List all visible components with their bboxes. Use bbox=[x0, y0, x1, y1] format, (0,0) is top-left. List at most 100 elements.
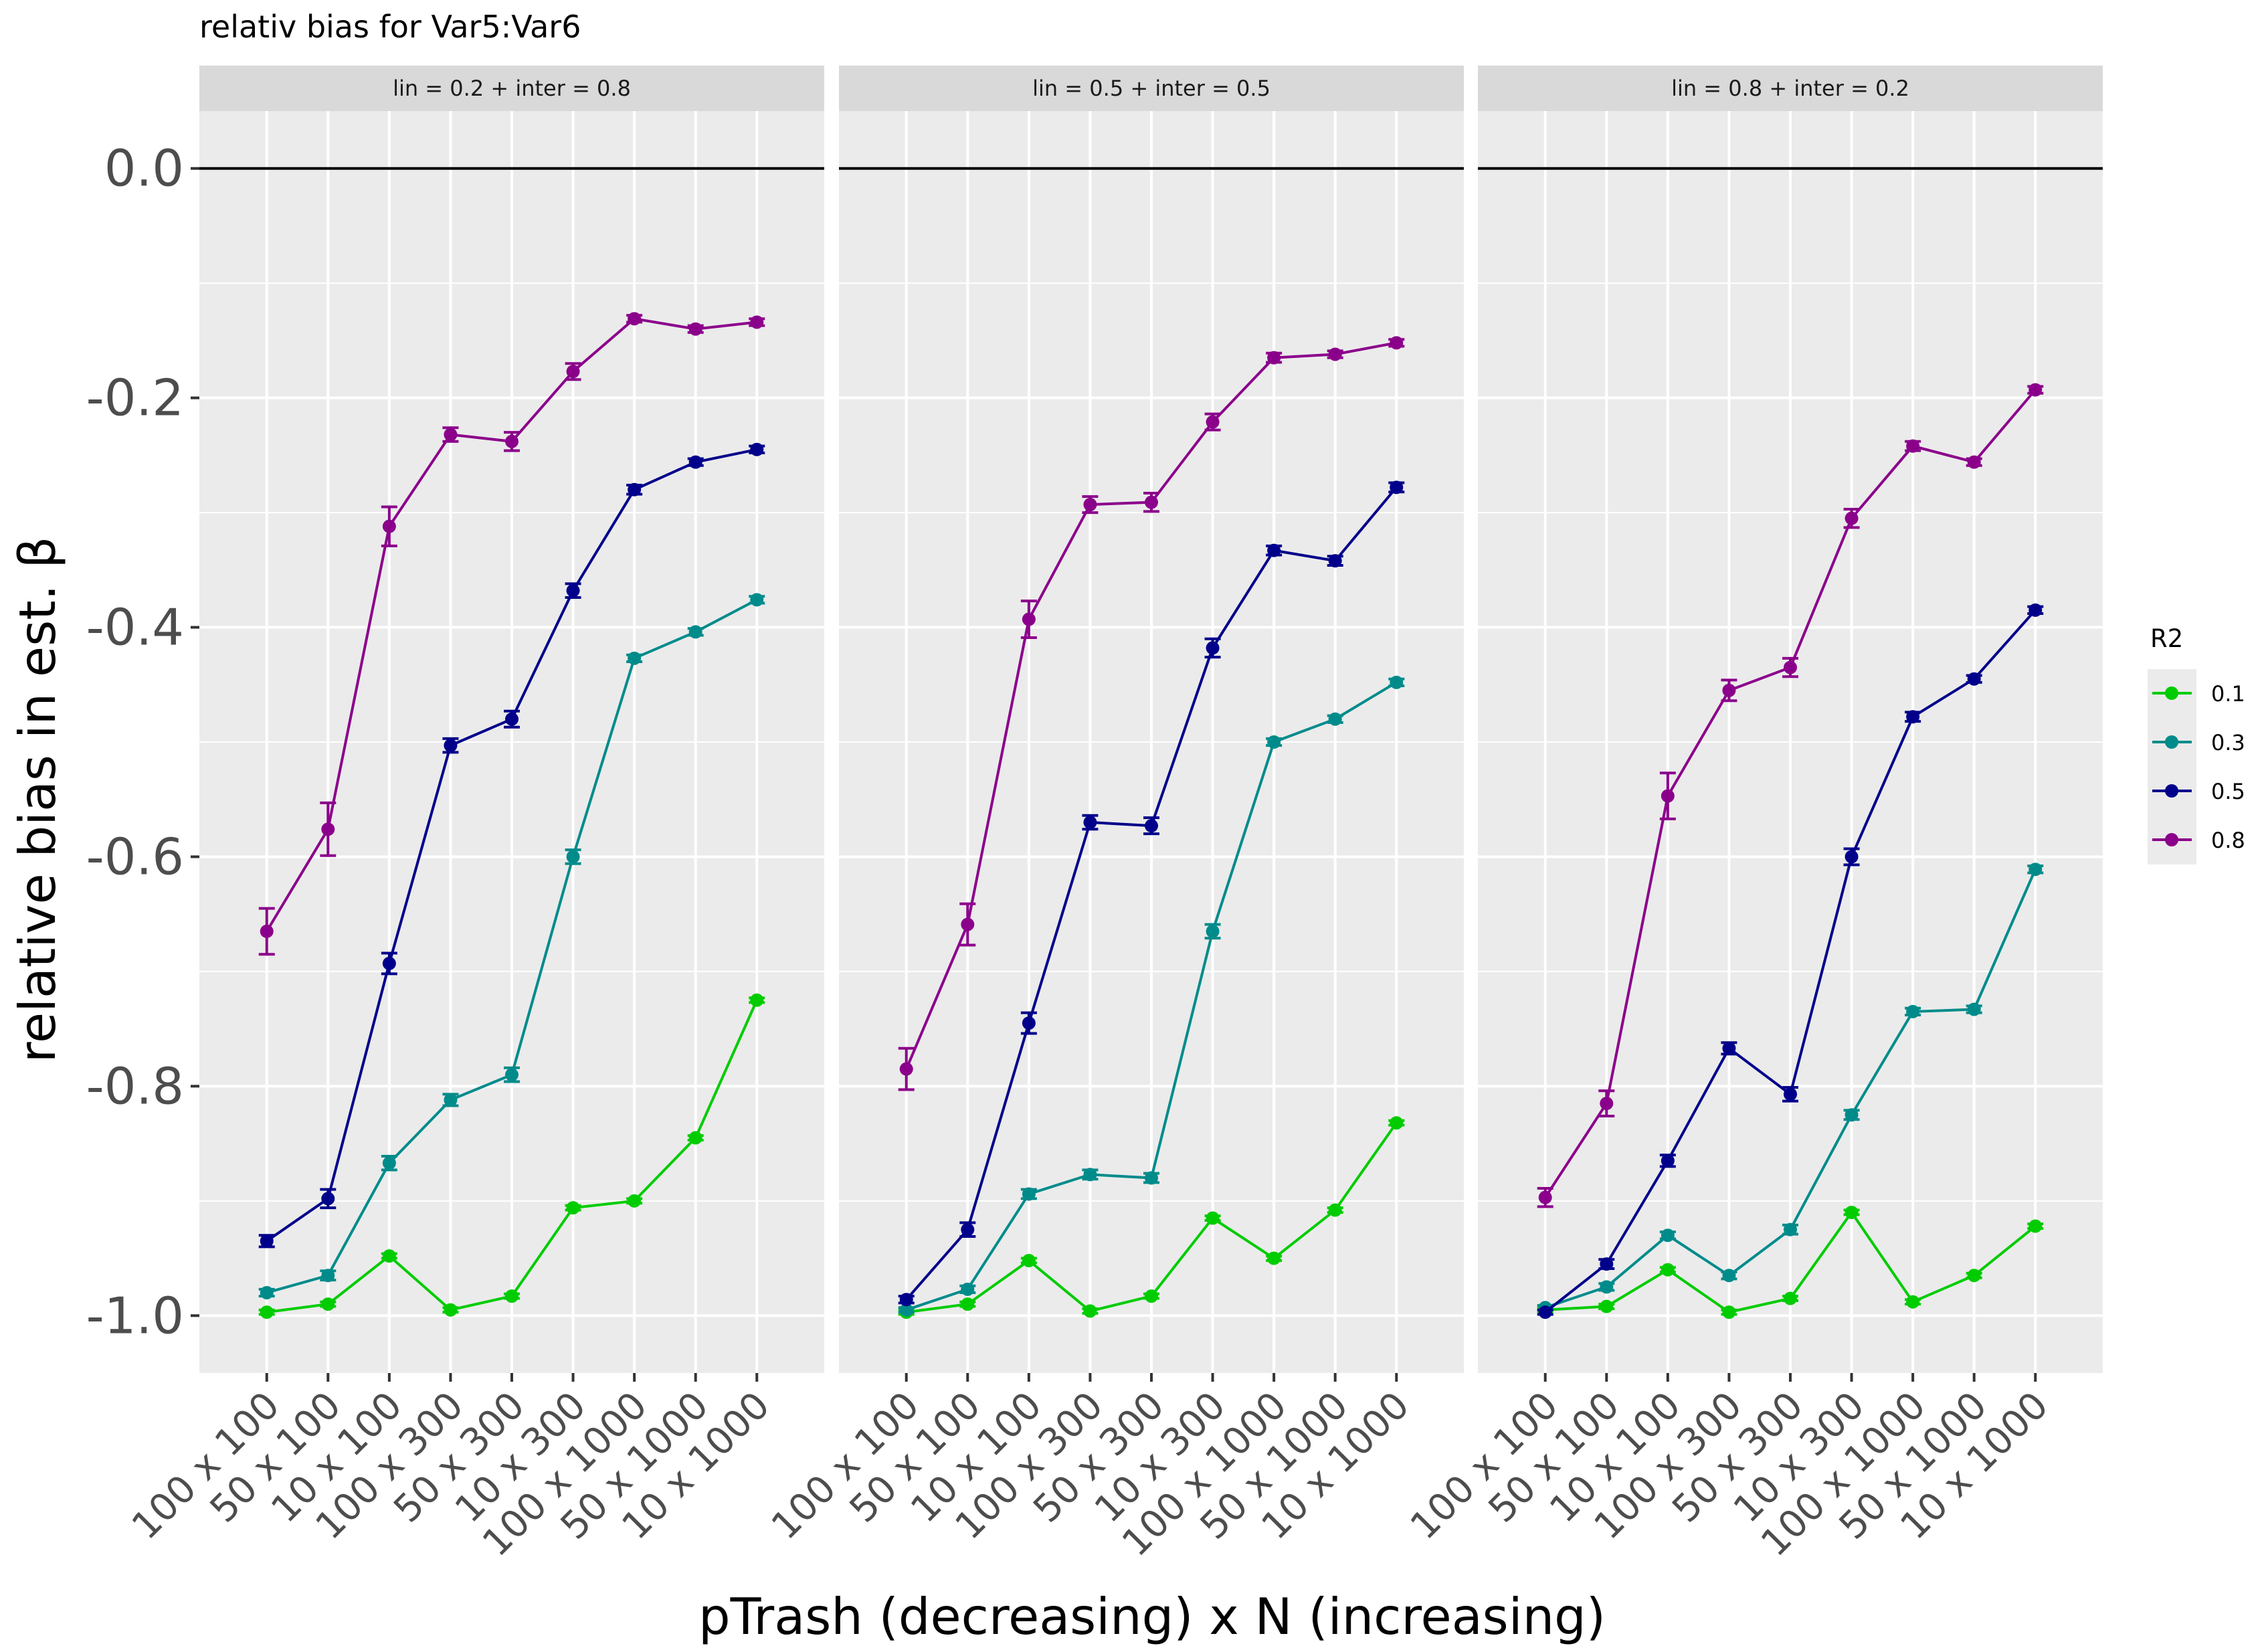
data-point bbox=[1022, 1016, 1036, 1030]
data-point bbox=[1906, 1295, 1920, 1309]
data-point bbox=[1538, 1305, 1552, 1319]
data-point bbox=[1722, 1269, 1736, 1283]
series-0.3 bbox=[258, 593, 765, 1299]
data-point bbox=[961, 1282, 975, 1296]
y-tick-label: -0.4 bbox=[86, 598, 184, 657]
data-point bbox=[1661, 1263, 1675, 1277]
data-point bbox=[1022, 612, 1036, 626]
data-point bbox=[505, 434, 518, 448]
data-point bbox=[505, 1289, 518, 1303]
data-point bbox=[444, 428, 458, 442]
data-point bbox=[1784, 1291, 1797, 1305]
data-point bbox=[1206, 415, 1220, 429]
data-point bbox=[566, 850, 580, 864]
data-point bbox=[750, 593, 764, 607]
panel-strip-label: lin = 0.2 + inter = 0.8 bbox=[393, 76, 631, 101]
data-point bbox=[1845, 850, 1859, 864]
data-point bbox=[1267, 543, 1281, 557]
data-point bbox=[505, 712, 518, 726]
series-0.1 bbox=[898, 1116, 1405, 1319]
data-point bbox=[750, 993, 764, 1007]
data-point bbox=[1967, 672, 1981, 686]
legend-key-point bbox=[2165, 686, 2178, 700]
data-point bbox=[260, 924, 274, 938]
series-0.5 bbox=[258, 442, 765, 1249]
series-0.3 bbox=[898, 675, 1405, 1317]
data-point bbox=[1906, 710, 1920, 724]
x-axis-label: pTrash (decreasing) x N (increasing) bbox=[698, 1587, 1606, 1646]
data-point bbox=[321, 1297, 335, 1311]
data-point bbox=[1538, 1190, 1552, 1204]
data-point bbox=[1722, 1041, 1736, 1055]
data-point bbox=[2028, 383, 2043, 397]
data-point bbox=[628, 312, 642, 326]
data-point bbox=[2028, 1219, 2043, 1233]
legend-key-point bbox=[2165, 784, 2178, 798]
data-point bbox=[505, 1068, 518, 1082]
data-point bbox=[1906, 439, 1920, 453]
data-point bbox=[1328, 1203, 1342, 1217]
data-point bbox=[1967, 1002, 1981, 1016]
panel-strip-label: lin = 0.5 + inter = 0.5 bbox=[1032, 76, 1270, 101]
data-point bbox=[1600, 1097, 1614, 1111]
data-point bbox=[1784, 1087, 1797, 1101]
data-point bbox=[899, 1062, 913, 1076]
data-point bbox=[321, 1192, 335, 1206]
data-point bbox=[382, 956, 396, 970]
data-point bbox=[1267, 351, 1281, 365]
y-tick-label: -1.0 bbox=[86, 1286, 184, 1345]
data-point bbox=[688, 322, 702, 336]
data-point bbox=[1600, 1299, 1614, 1313]
data-point bbox=[1722, 683, 1736, 697]
data-point bbox=[566, 583, 580, 598]
data-point bbox=[1967, 455, 1981, 469]
data-point bbox=[260, 1234, 274, 1248]
legend: R2 0.1 0.3 0.5 0.8 bbox=[2148, 624, 2245, 864]
data-point bbox=[899, 1303, 913, 1317]
data-point bbox=[1906, 1004, 1920, 1018]
data-point bbox=[628, 482, 642, 496]
data-point bbox=[2028, 603, 2043, 617]
data-point bbox=[260, 1305, 274, 1319]
data-point bbox=[961, 1222, 975, 1236]
legend-key-point bbox=[2165, 833, 2178, 846]
y-tick-label: 0.0 bbox=[104, 139, 184, 198]
panel-strip-label: lin = 0.8 + inter = 0.2 bbox=[1671, 76, 1909, 101]
data-point bbox=[1661, 1154, 1675, 1168]
data-point bbox=[628, 651, 642, 665]
data-point bbox=[321, 1269, 335, 1283]
data-point bbox=[1845, 511, 1859, 525]
data-point bbox=[1390, 480, 1404, 494]
data-point bbox=[1022, 1253, 1036, 1267]
data-point bbox=[444, 1093, 458, 1107]
data-point bbox=[382, 519, 396, 533]
data-point bbox=[1661, 789, 1675, 803]
data-point bbox=[1390, 1116, 1404, 1130]
data-point bbox=[1390, 675, 1404, 689]
data-point bbox=[1722, 1305, 1736, 1319]
series-0.8 bbox=[1537, 383, 2044, 1208]
data-point bbox=[1206, 1211, 1220, 1225]
data-point bbox=[1967, 1269, 1981, 1283]
data-point bbox=[1600, 1280, 1614, 1294]
data-point bbox=[1845, 1108, 1859, 1122]
data-point bbox=[961, 1297, 975, 1311]
data-point bbox=[1145, 1171, 1158, 1185]
data-point bbox=[750, 442, 764, 456]
panel-strip bbox=[1478, 66, 2103, 111]
data-point bbox=[1083, 1168, 1097, 1182]
data-point bbox=[1083, 1304, 1097, 1318]
data-point bbox=[566, 1201, 580, 1215]
data-point bbox=[899, 1293, 913, 1307]
data-point bbox=[444, 1303, 458, 1317]
data-point bbox=[1845, 1205, 1859, 1219]
y-axis-label: relative bias in est. β bbox=[8, 537, 67, 1063]
data-point bbox=[1206, 641, 1220, 655]
y-tick-label: -0.8 bbox=[86, 1057, 184, 1115]
data-point bbox=[1784, 1222, 1797, 1236]
data-point bbox=[1145, 1289, 1158, 1303]
data-point bbox=[688, 455, 702, 469]
